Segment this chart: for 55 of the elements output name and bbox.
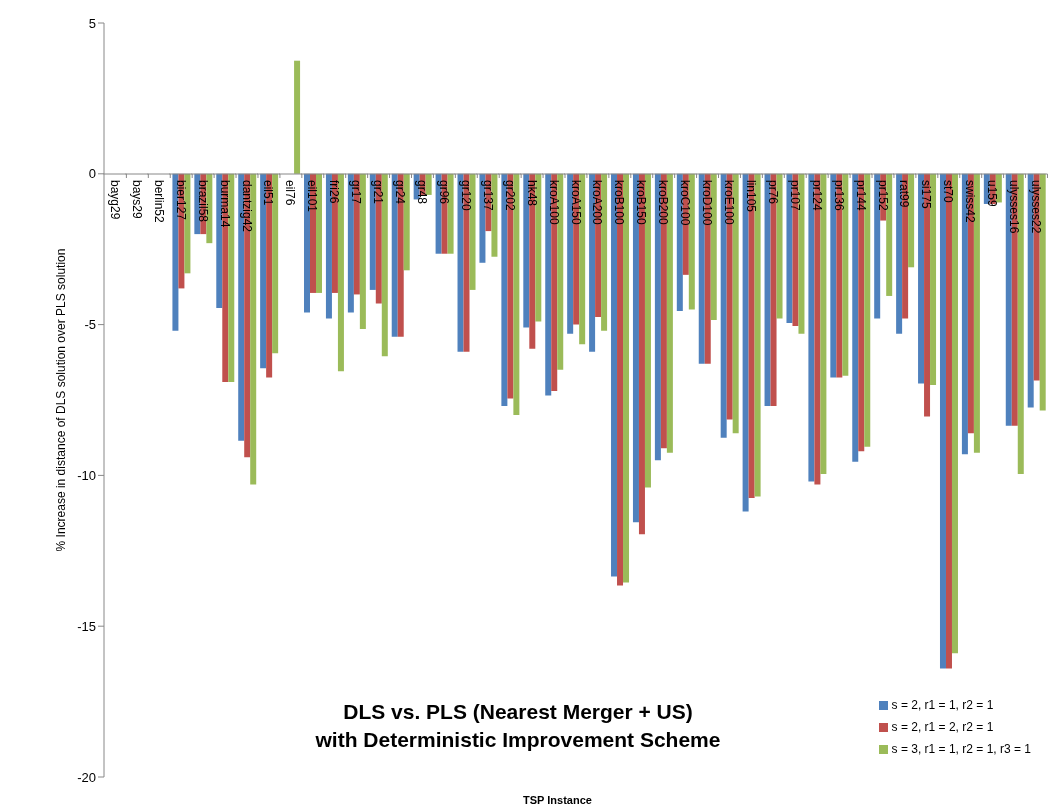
x-tick-label: gr137 xyxy=(480,180,495,212)
x-tick-label: gr17 xyxy=(349,180,364,205)
x-tick-label: bays29 xyxy=(129,180,144,220)
x-tick-label: kroA200 xyxy=(590,180,605,226)
x-tick-label: gr202 xyxy=(502,180,517,212)
x-tick-label: kroB150 xyxy=(634,180,649,226)
x-tick-label: eil101 xyxy=(305,180,320,213)
legend-label: s = 2, r1 = 2, r2 = 1 xyxy=(891,720,994,734)
x-tick-label: kroA100 xyxy=(546,180,561,226)
y-tick-label: 0 xyxy=(88,166,96,182)
x-tick-label: eil51 xyxy=(261,180,276,206)
x-tick-label: gr48 xyxy=(414,180,429,205)
x-tick-label: fri26 xyxy=(327,180,342,204)
y-axis-title: % Increase in distance of DLS solution over PLS solution xyxy=(54,248,69,552)
x-tick-label: kroE100 xyxy=(722,180,737,226)
x-tick-label: kroA150 xyxy=(568,180,583,226)
text: DLS vs. PLS (Nearest Merger + US) with Deterministic Improvement Scheme xyxy=(314,699,722,753)
x-tick-label: gr21 xyxy=(371,180,386,205)
x-tick-label: st70 xyxy=(941,180,956,204)
x-tick-label: eil76 xyxy=(283,180,298,206)
x-tick-label: bier127 xyxy=(173,180,188,221)
x-tick-label: dantzig42 xyxy=(239,180,254,233)
x-tick-label: ulysses16 xyxy=(1007,180,1022,234)
x-tick-label: kroD100 xyxy=(700,180,715,226)
x-axis-title: TSP Instance xyxy=(522,794,593,806)
x-tick-label: lin105 xyxy=(743,180,758,213)
x-tick-label: hk48 xyxy=(524,180,539,207)
x-tick-label: burma14 xyxy=(217,180,232,228)
legend-label: s = 2, r1 = 1, r2 = 1 xyxy=(891,698,994,712)
x-tick-label: swiss42 xyxy=(963,180,978,224)
x-tick-label: kroC100 xyxy=(678,180,693,226)
y-tick-label: -15 xyxy=(77,618,96,634)
x-tick-label: bayg29 xyxy=(107,180,122,220)
x-tick-label: u159 xyxy=(985,180,1000,208)
x-tick-label: kroB100 xyxy=(612,180,627,226)
x-tick-label: berlin52 xyxy=(151,180,166,224)
x-tick-label: kroB200 xyxy=(656,180,671,226)
x-tick-label: pr124 xyxy=(809,180,824,212)
x-tick-label: pr76 xyxy=(765,180,780,205)
x-tick-label: pr152 xyxy=(875,180,890,212)
x-tick-label: ulysses22 xyxy=(1029,180,1044,234)
x-tick-label: gr24 xyxy=(393,180,408,205)
y-tick-label: -10 xyxy=(77,468,96,484)
y-tick-label: -5 xyxy=(84,317,96,333)
x-tick-label: si175 xyxy=(919,180,934,210)
legend-label: s = 3, r1 = 1, r2 = 1, r3 = 1 xyxy=(891,742,1031,756)
y-tick-label: -20 xyxy=(77,769,96,785)
y-tick-label: 5 xyxy=(88,15,96,31)
x-tick-label: gr96 xyxy=(436,180,451,205)
x-tick-label: pr144 xyxy=(853,180,868,212)
x-tick-label: pr107 xyxy=(787,180,802,212)
x-tick-label: brazil58 xyxy=(195,180,210,223)
x-tick-label: pr136 xyxy=(831,180,846,212)
x-tick-label: rat99 xyxy=(897,180,912,208)
x-tick-label: gr120 xyxy=(458,180,473,212)
